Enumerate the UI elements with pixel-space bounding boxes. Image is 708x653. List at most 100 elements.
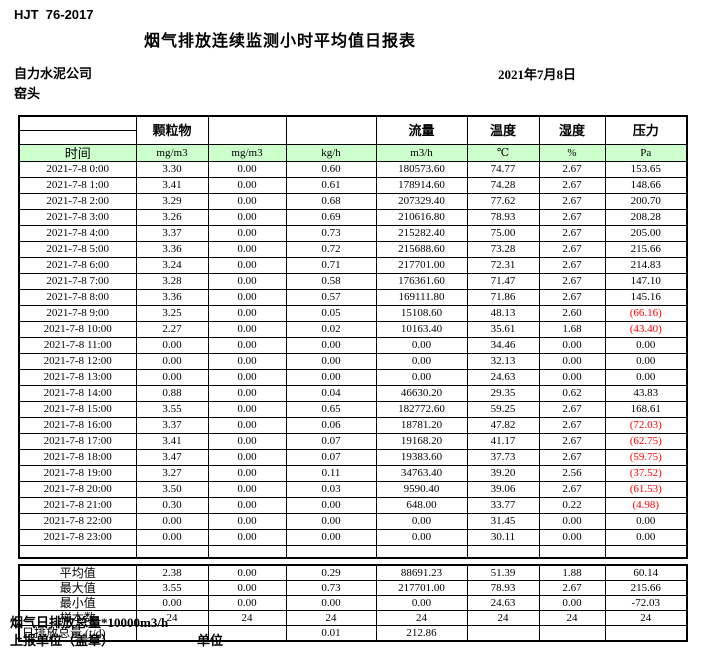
value-cell: 2.67 bbox=[538, 449, 606, 466]
summary-label-cell: 最大值 bbox=[18, 580, 137, 596]
unit-header-row: 时间 mg/m3 mg/m3 kg/h m3/h ℃ % Pa bbox=[18, 144, 688, 162]
unit-label: 单位 bbox=[197, 633, 224, 648]
value-cell: 48.13 bbox=[466, 305, 540, 322]
value-cell: 2.67 bbox=[538, 273, 606, 290]
value-cell: 3.24 bbox=[135, 257, 209, 274]
value-cell: 0.00 bbox=[285, 353, 377, 370]
value-cell: 2.67 bbox=[538, 225, 606, 242]
value-cell: (72.03) bbox=[604, 417, 688, 434]
time-cell: 2021-7-8 18:00 bbox=[18, 449, 137, 466]
summary-value-cell: 2.67 bbox=[538, 580, 606, 596]
empty-group-cell bbox=[285, 115, 377, 145]
value-cell: 147.10 bbox=[604, 273, 688, 290]
value-cell: 0.88 bbox=[135, 385, 209, 402]
value-cell: 2.60 bbox=[538, 305, 606, 322]
table-row: 2021-7-8 5:00 3.36 0.00 0.72 215688.60 73.28 2… bbox=[18, 241, 688, 258]
value-cell: 0.00 bbox=[207, 401, 287, 418]
value-cell: 0.00 bbox=[375, 513, 468, 530]
value-cell: 0.07 bbox=[285, 433, 377, 450]
summary-value-cell: 60.14 bbox=[604, 564, 688, 581]
value-cell: 648.00 bbox=[375, 497, 468, 514]
summary-rows: 平均值 2.38 0.00 0.29 88691.23 51.39 1.88 60.14 最大值… bbox=[18, 564, 688, 642]
value-cell: 3.27 bbox=[135, 465, 209, 482]
summary-label-cell: 最小值 bbox=[18, 595, 137, 611]
value-cell: 3.37 bbox=[135, 417, 209, 434]
value-cell: 2.56 bbox=[538, 465, 606, 482]
value-cell: 0.00 bbox=[207, 497, 287, 514]
value-cell: 0.73 bbox=[285, 225, 377, 242]
value-cell: 2.67 bbox=[538, 433, 606, 450]
value-cell: 168.61 bbox=[604, 401, 688, 418]
time-cell: 2021-7-8 3:00 bbox=[18, 209, 137, 226]
flow-total-note: 烟气日排放总量*10000m3/h bbox=[10, 615, 169, 630]
value-cell: 0.00 bbox=[207, 353, 287, 370]
value-cell: 2.67 bbox=[538, 417, 606, 434]
table-row: 2021-7-8 18:00 3.47 0.00 0.07 19383.60 37.73 2… bbox=[18, 449, 688, 466]
summary-label-cell: 日排放总量 (t/d) bbox=[18, 625, 137, 642]
summary-value-cell: 0.00 bbox=[207, 564, 287, 581]
value-cell: 0.00 bbox=[207, 417, 287, 434]
summary-value-cell: 24 bbox=[466, 610, 540, 626]
value-cell: 0.00 bbox=[135, 369, 209, 386]
value-cell: 214.83 bbox=[604, 257, 688, 274]
value-cell: 2.27 bbox=[135, 321, 209, 338]
value-cell: 0.00 bbox=[135, 337, 209, 354]
value-cell: 145.16 bbox=[604, 289, 688, 306]
summary-value-cell: 0.00 bbox=[207, 595, 287, 611]
time-header-split-bottom bbox=[18, 130, 137, 145]
value-cell: 19383.60 bbox=[375, 449, 468, 466]
value-cell: 0.00 bbox=[207, 193, 287, 210]
blank-row bbox=[18, 545, 688, 559]
time-cell: 2021-7-8 6:00 bbox=[18, 257, 137, 274]
table-row: 2021-7-8 15:00 3.55 0.00 0.65 182772.60 59.25… bbox=[18, 401, 688, 418]
value-cell: 0.04 bbox=[285, 385, 377, 402]
summary-value-cell: 24 bbox=[538, 610, 606, 626]
table-row: 2021-7-8 3:00 3.26 0.00 0.69 210616.80 78.93 2… bbox=[18, 209, 688, 226]
time-cell: 2021-7-8 21:00 bbox=[18, 497, 137, 514]
value-cell: 46630.20 bbox=[375, 385, 468, 402]
value-cell: 0.00 bbox=[207, 449, 287, 466]
value-cell: (37.52) bbox=[604, 465, 688, 482]
time-cell: 2021-7-8 20:00 bbox=[18, 481, 137, 498]
value-cell: 3.41 bbox=[135, 433, 209, 450]
value-cell: 0.00 bbox=[207, 513, 287, 530]
table-row: 2021-7-8 8:00 3.36 0.00 0.57 169111.80 71.86 2… bbox=[18, 289, 688, 306]
value-cell: (59.75) bbox=[604, 449, 688, 466]
summary-value-cell: 0.00 bbox=[285, 595, 377, 611]
page-title: 烟气排放连续监测小时平均值日报表 bbox=[143, 33, 416, 50]
table-row: 2021-7-8 11:00 0.00 0.00 0.00 0.00 34.46 0.00 0… bbox=[18, 337, 688, 354]
summary-row: 平均值 2.38 0.00 0.29 88691.23 51.39 1.88 60.14 bbox=[18, 564, 688, 581]
value-cell: 34763.40 bbox=[375, 465, 468, 482]
value-cell: 0.00 bbox=[207, 177, 287, 194]
value-cell: 30.11 bbox=[466, 529, 540, 546]
value-cell: 3.47 bbox=[135, 449, 209, 466]
unit-kg-h: kg/h bbox=[285, 144, 377, 162]
table-row: 2021-7-8 9:00 3.25 0.00 0.05 15108.60 48.13 2.… bbox=[18, 305, 688, 322]
value-cell: 9590.40 bbox=[375, 481, 468, 498]
time-cell: 2021-7-8 4:00 bbox=[18, 225, 137, 242]
table-row: 2021-7-8 4:00 3.37 0.00 0.73 215282.40 75.00 2… bbox=[18, 225, 688, 242]
value-cell: 0.02 bbox=[285, 321, 377, 338]
value-cell: 39.06 bbox=[466, 481, 540, 498]
value-cell: 18781.20 bbox=[375, 417, 468, 434]
value-cell: 74.28 bbox=[466, 177, 540, 194]
value-cell: 0.00 bbox=[207, 225, 287, 242]
value-cell: 0.00 bbox=[207, 337, 287, 354]
summary-row: 样本数 24 24 24 24 24 24 24 bbox=[18, 610, 688, 626]
summary-table: 平均值 2.38 0.00 0.29 88691.23 51.39 1.88 60.14 最大值… bbox=[18, 564, 688, 642]
summary-row: 日排放总量 (t/d) 0.01 212.86 bbox=[18, 625, 688, 642]
time-cell: 2021-7-8 11:00 bbox=[18, 337, 137, 354]
unit-mg-m3: mg/m3 bbox=[207, 144, 287, 162]
hourly-data-table: 颗粒物 流量 温度 湿度 压力 时间 mg/m3 mg/m3 kg/h m3/h… bbox=[18, 115, 688, 559]
value-cell: (61.53) bbox=[604, 481, 688, 498]
value-cell: 0.00 bbox=[538, 337, 606, 354]
summary-value-cell: 78.93 bbox=[466, 580, 540, 596]
table-row: 2021-7-8 17:00 3.41 0.00 0.07 19168.20 41.17 2… bbox=[18, 433, 688, 450]
time-cell: 2021-7-8 12:00 bbox=[18, 353, 137, 370]
table-row: 2021-7-8 20:00 3.50 0.00 0.03 9590.40 39.06 2.… bbox=[18, 481, 688, 498]
value-cell: 74.77 bbox=[466, 161, 540, 178]
value-cell: 0.00 bbox=[538, 369, 606, 386]
time-cell: 2021-7-8 5:00 bbox=[18, 241, 137, 258]
value-cell: 0.00 bbox=[207, 305, 287, 322]
